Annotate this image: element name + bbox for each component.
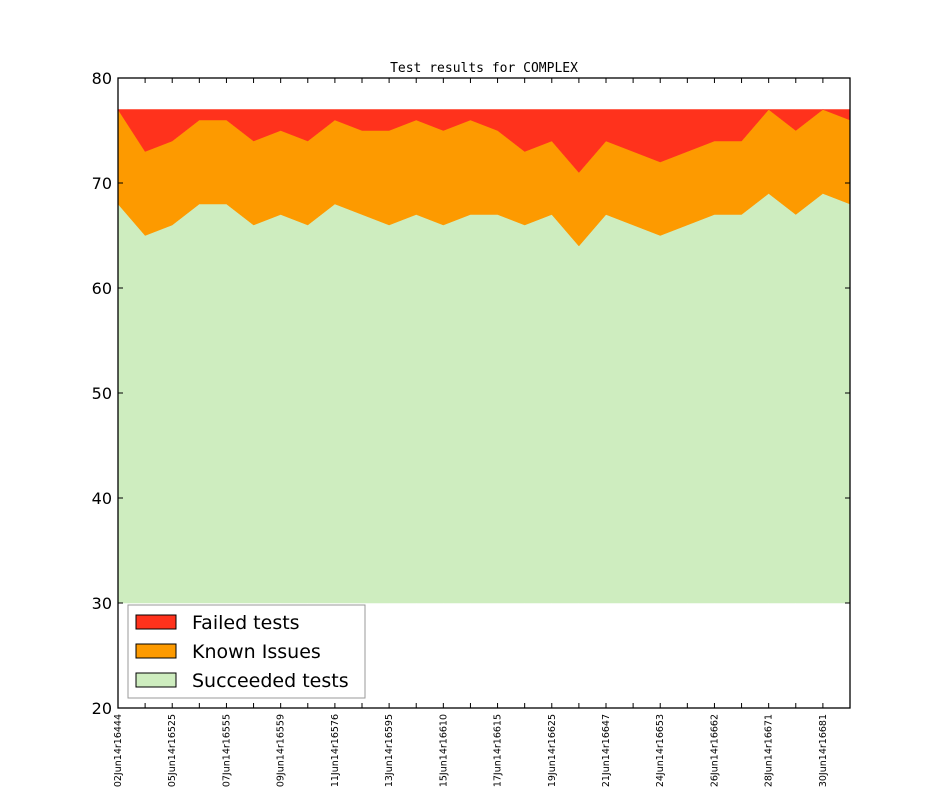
area-layers [117,108,851,604]
x-tick-label: 17Jun14r16615 [493,714,504,787]
chart-title: Test results for COMPLEX [390,61,578,76]
x-tick-label: 05Jun14r16525 [167,714,178,787]
x-tick-label: 30Jun14r16681 [818,714,829,787]
x-tick-label: 15Jun14r16610 [438,714,449,787]
x-tick-label: 07Jun14r16555 [221,714,232,787]
y-axis: 20 30 40 50 60 70 80 [92,69,850,718]
x-tick-label: 19Jun14r16625 [547,714,558,787]
x-tick-label: 26Jun14r16662 [709,714,720,787]
y-tick-label: 50 [92,384,112,403]
x-tick-label: 02Jun14r16444 [113,714,124,787]
legend-swatch-succeeded-tests [135,672,177,688]
x-tick-label: 24Jun14r16653 [655,714,666,787]
x-tick-label: 21Jun14r16647 [601,714,612,787]
y-tick-label: 40 [92,489,112,508]
y-tick-label: 70 [92,174,112,193]
legend-label: Known Issues [192,641,321,663]
legend-label: Succeeded tests [192,670,349,692]
legend-swatch-known-issues [135,643,177,659]
x-tick-label: 13Jun14r16595 [384,714,395,787]
legend: Failed tests Known Issues Succeeded tests [127,604,366,699]
x-tick-label: 11Jun14r16576 [330,714,341,787]
legend-label: Failed tests [192,612,300,634]
x-tick-label: 09Jun14r16559 [276,714,287,787]
area-succeeded-tests [117,193,851,604]
y-tick-label: 30 [92,594,112,613]
y-tick-label: 60 [92,279,112,298]
x-tick-label: 28Jun14r16671 [764,714,775,787]
legend-swatch-failed-tests [135,614,177,630]
y-tick-label: 80 [92,69,112,88]
x-axis: 02Jun14r16444 05Jun14r16525 07Jun14r16555 0… [113,78,829,787]
y-tick-label: 20 [92,699,112,718]
